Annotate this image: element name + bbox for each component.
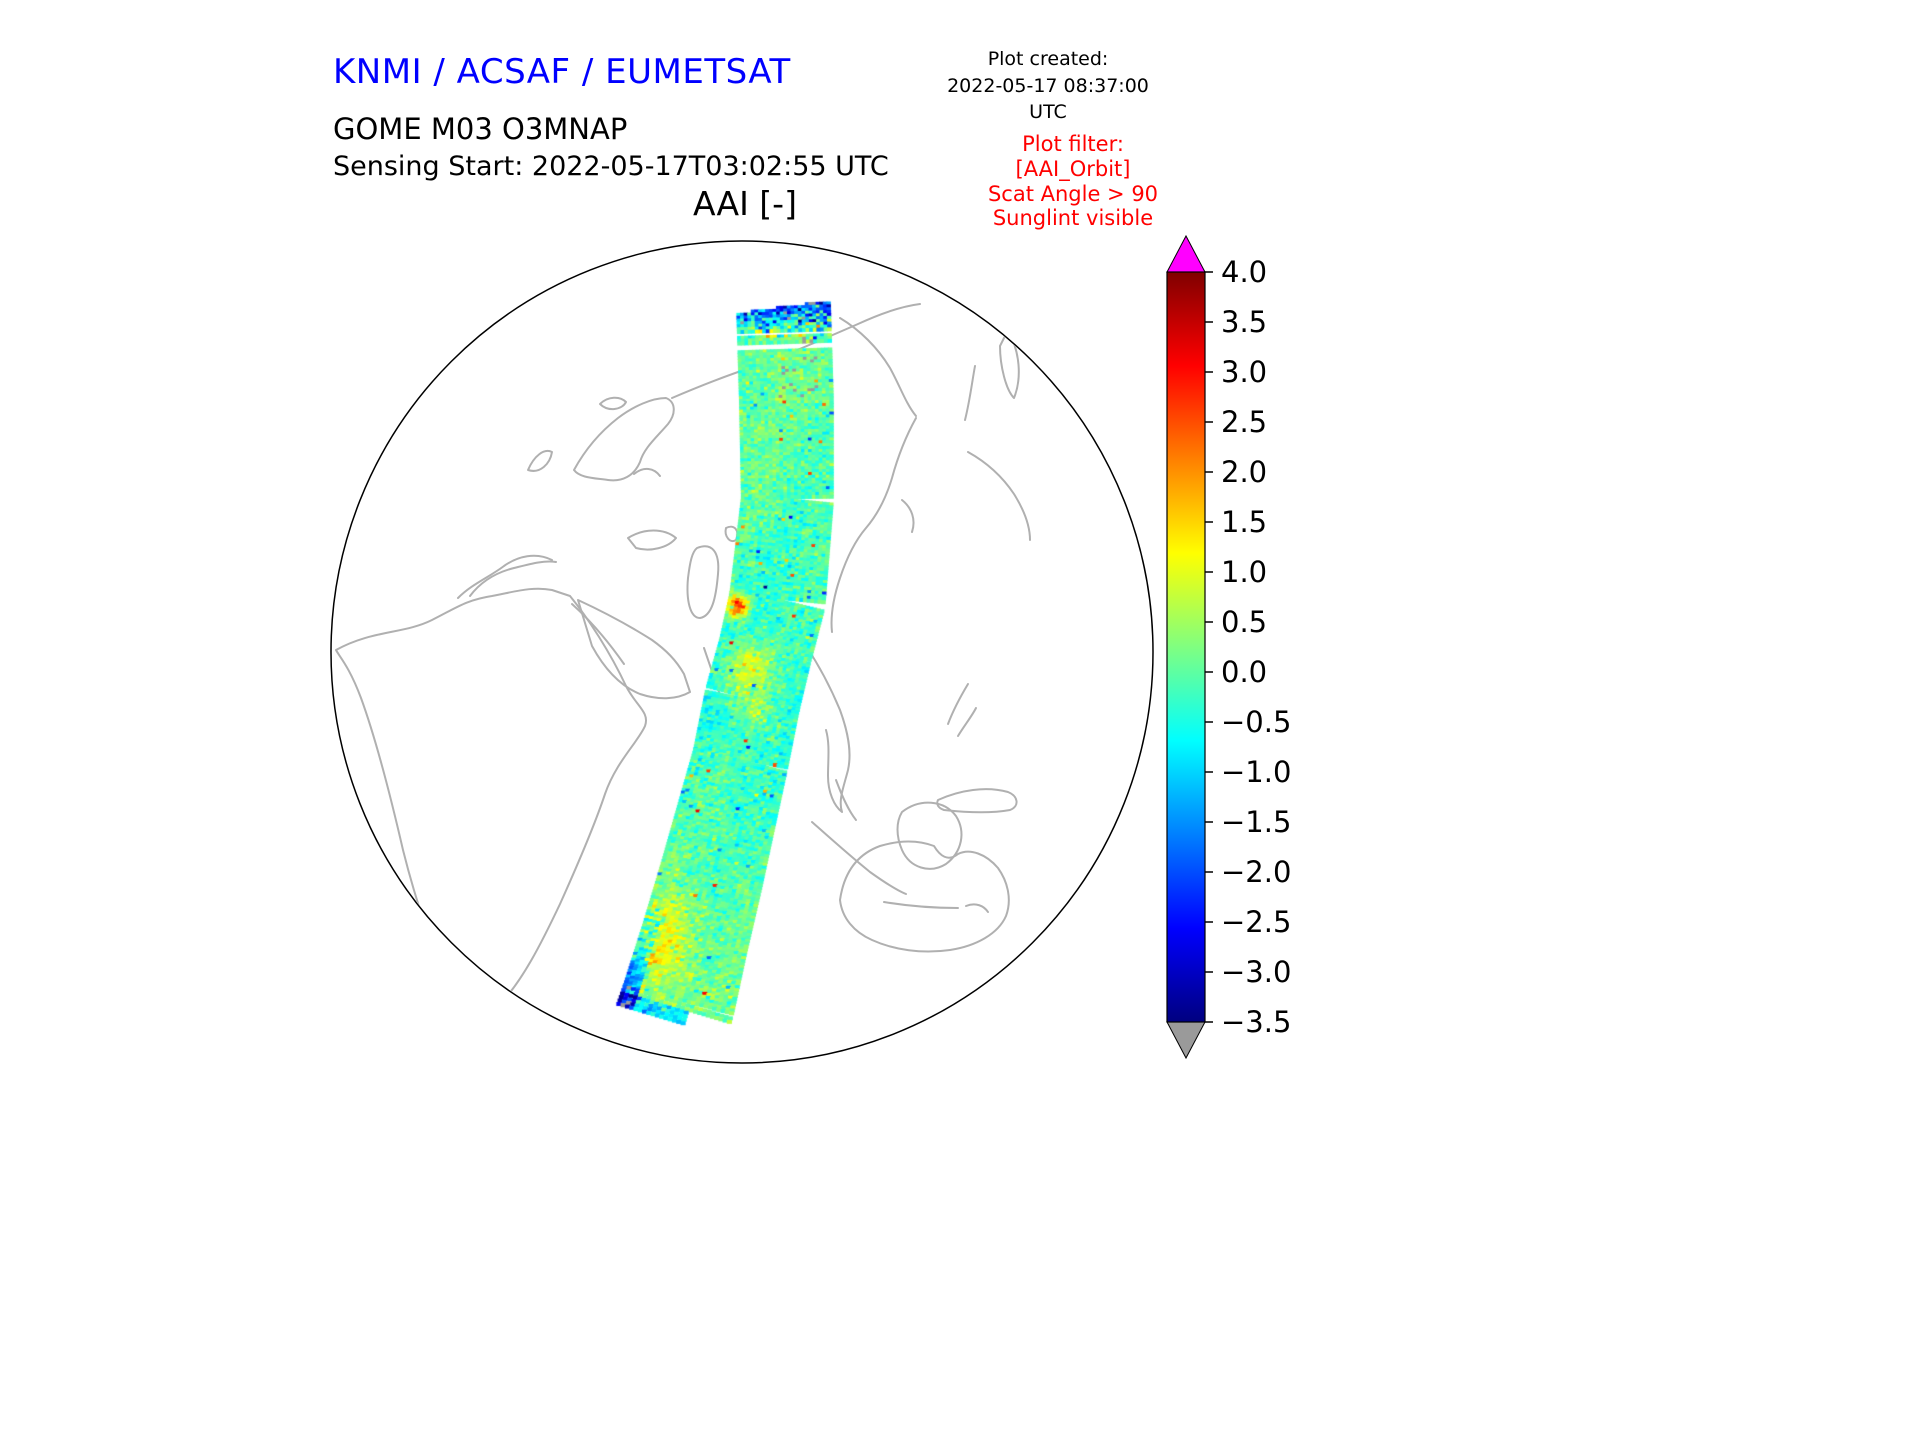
colorbar-tick-label: 1.5 [1221, 505, 1267, 539]
colorbar-tick-label: −1.5 [1221, 805, 1291, 839]
colorbar-tick-label: 3.0 [1221, 355, 1267, 389]
plot-filter-lines: [AAI_Orbit] Scat Angle > 90 Sunglint visib… [958, 157, 1188, 231]
plot-title: AAI [-] [693, 184, 797, 223]
plot-filter-label: Plot filter: [1022, 132, 1124, 156]
plot-filter-line: Scat Angle > 90 [987, 181, 1159, 206]
plot-created-label: Plot created: [987, 48, 1109, 70]
colorbar-over-arrow [1166, 234, 1206, 273]
institution-title: KNMI / ACSAF / EUMETSAT [333, 52, 791, 92]
colorbar-tick-label: 1.0 [1221, 555, 1267, 589]
aai-swath-canvas [331, 241, 1153, 1063]
colorbar: 4.0 3.5 3.0 2.5 2.0 1.5 1.0 0.5 0.0 −0.5 −1.0 −1.5 −… [1166, 234, 1291, 1060]
colorbar-tick-label: 2.0 [1221, 455, 1267, 489]
plot-filter-line: [AAI_Orbit] [1015, 156, 1131, 181]
colorbar-under-arrow [1166, 1021, 1206, 1060]
colorbar-tick-label: 4.0 [1221, 255, 1267, 289]
colorbar-tick-label: −2.0 [1221, 855, 1291, 889]
colorbar-tick-label: 0.5 [1221, 605, 1267, 639]
colorbar-tick-label: −3.5 [1221, 1005, 1291, 1039]
colorbar-tick-label: −1.0 [1221, 755, 1291, 789]
colorbar-tick-label: 2.5 [1221, 405, 1267, 439]
colorbar-tick-label: 3.5 [1221, 305, 1267, 339]
colorbar-gradient [1166, 271, 1206, 1023]
colorbar-tick-label: −2.5 [1221, 905, 1291, 939]
product-title: GOME M03 O3MNAP [333, 112, 628, 146]
plot-filter: Plot filter: [AAI_Orbit] Scat Angle > 90 S… [958, 132, 1188, 231]
colorbar-tick-label: −0.5 [1221, 705, 1291, 739]
colorbar-tick-label: −3.0 [1221, 955, 1291, 989]
colorbar-tick-label: 0.0 [1221, 655, 1267, 689]
plot-created-value: 2022-05-17 08:37:00 UTC [947, 74, 1149, 124]
plot-created: Plot created: 2022-05-17 08:37:00 UTC [928, 46, 1168, 126]
plot-filter-line: Sunglint visible [992, 206, 1154, 231]
sensing-start: Sensing Start: 2022-05-17T03:02:55 UTC [333, 151, 889, 182]
